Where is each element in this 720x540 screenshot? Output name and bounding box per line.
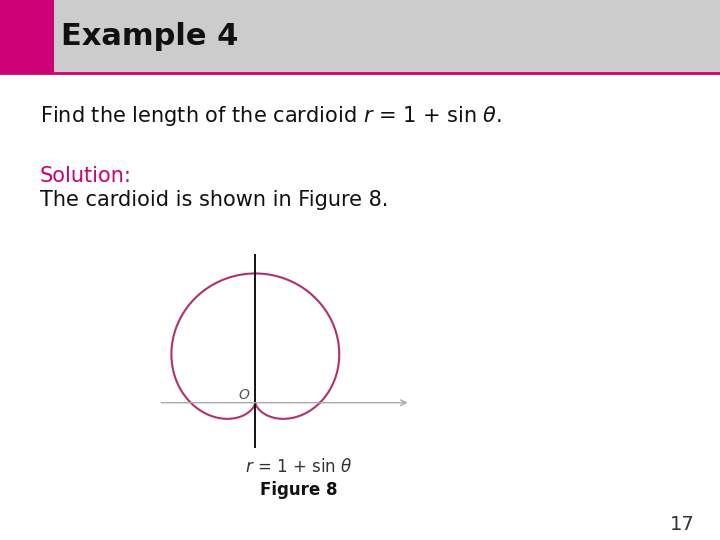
Text: 17: 17 — [670, 515, 695, 535]
Text: Solution:: Solution: — [40, 165, 132, 186]
Text: O: O — [238, 388, 249, 402]
Text: $r$ = 1 + sin $\theta$: $r$ = 1 + sin $\theta$ — [245, 458, 353, 476]
Text: Example 4: Example 4 — [61, 22, 238, 51]
FancyBboxPatch shape — [0, 0, 720, 73]
Text: Find the length of the cardioid $r$ = 1 + sin $\theta$.: Find the length of the cardioid $r$ = 1 … — [40, 104, 502, 128]
FancyBboxPatch shape — [0, 0, 54, 73]
Text: Figure 8: Figure 8 — [260, 481, 338, 500]
Text: The cardioid is shown in Figure 8.: The cardioid is shown in Figure 8. — [40, 190, 388, 210]
